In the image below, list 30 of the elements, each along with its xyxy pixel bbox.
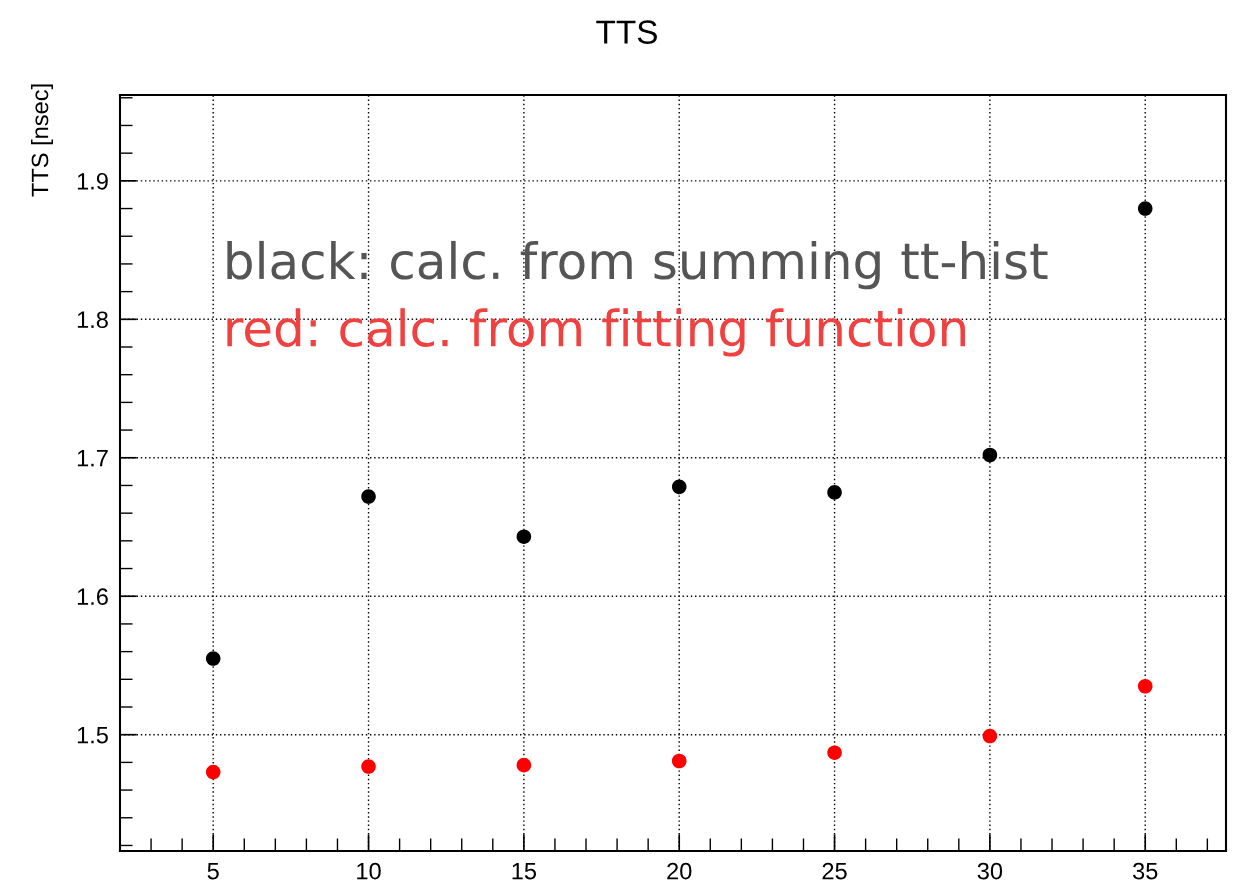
point xyxy=(205,651,221,666)
y-tick-label: 1.9 xyxy=(77,172,108,190)
point xyxy=(671,479,687,495)
annotation: red: calc. from fitting function xyxy=(227,308,965,357)
y-axis-title: TTS [nsec] xyxy=(31,84,53,197)
point xyxy=(361,759,376,774)
x-tick-label: 30 xyxy=(977,862,1003,880)
x-tick-label: 10 xyxy=(357,862,381,880)
y-tick-label: 1.6 xyxy=(77,588,108,606)
point xyxy=(671,753,687,769)
y-tick-label: 1.5 xyxy=(77,727,108,744)
point xyxy=(1137,201,1153,216)
point xyxy=(205,764,221,780)
x-tick-label: 5 xyxy=(207,862,219,880)
point xyxy=(516,757,532,773)
x-tick-label: 25 xyxy=(822,862,847,880)
y-tick-label: 1.7 xyxy=(77,450,108,467)
annotation: black: calc. from summing tt-hist xyxy=(227,240,1048,290)
point xyxy=(827,745,842,760)
x-tick-label: 15 xyxy=(512,862,537,880)
chart-title: TTS xyxy=(596,20,657,44)
x-tick-label: 35 xyxy=(1132,862,1158,880)
point xyxy=(1137,678,1153,694)
point xyxy=(516,529,532,544)
point xyxy=(827,485,842,500)
point xyxy=(361,489,376,504)
point xyxy=(982,447,998,463)
point xyxy=(982,728,998,744)
x-tick-label: 20 xyxy=(667,862,692,880)
y-tick-label: 1.8 xyxy=(77,311,108,329)
